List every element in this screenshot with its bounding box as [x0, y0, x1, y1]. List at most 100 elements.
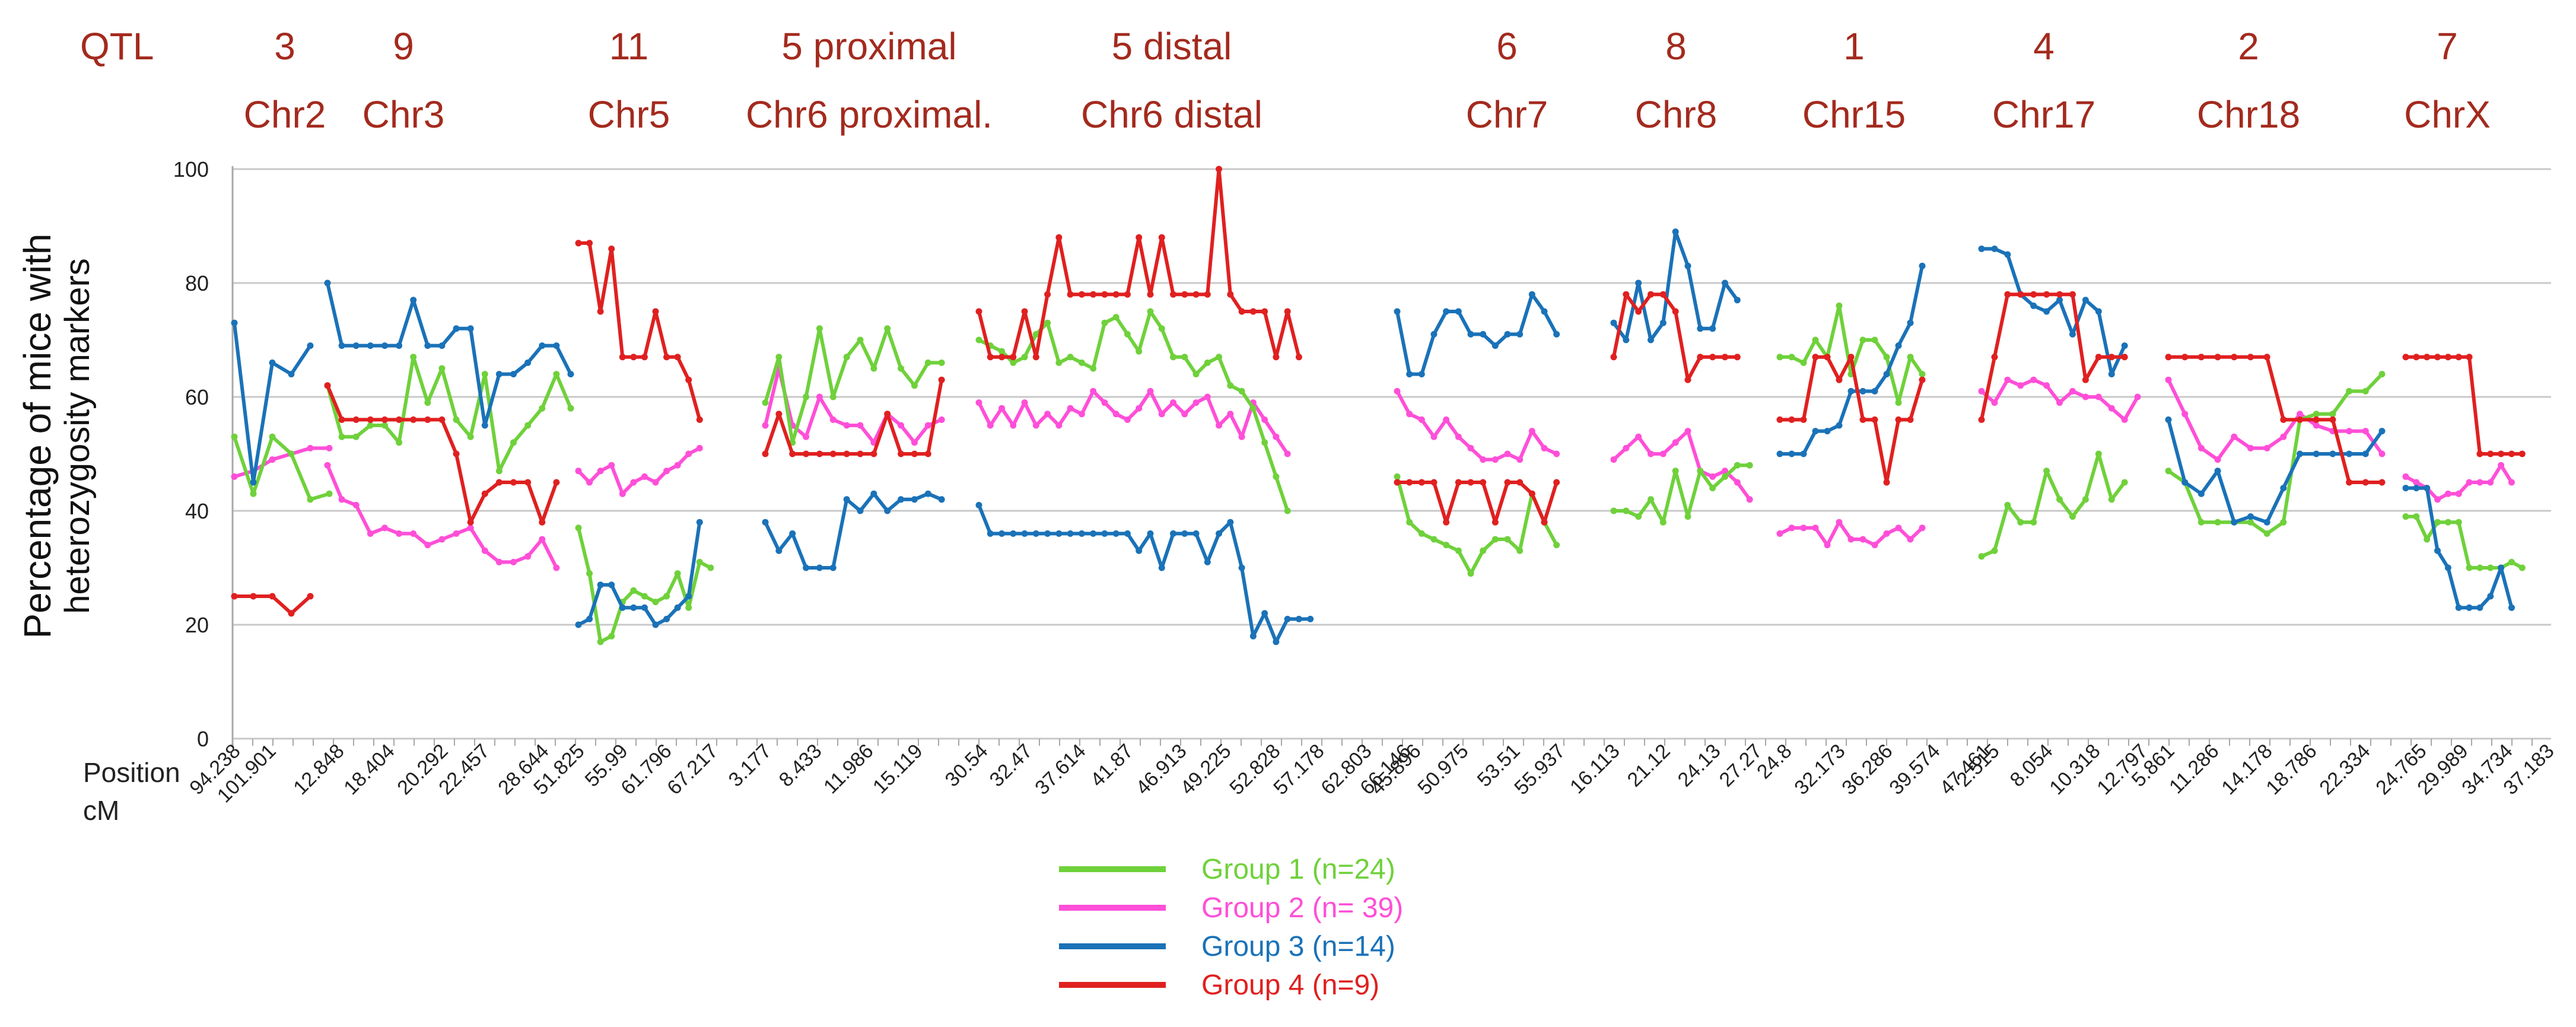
group1-point	[1812, 336, 1819, 344]
group2-point	[1181, 411, 1188, 418]
group2-point	[898, 422, 905, 429]
group3-point	[2362, 450, 2369, 457]
group1-point	[2362, 387, 2369, 395]
group3-point	[2434, 547, 2441, 554]
group2-point	[1078, 411, 1085, 418]
group3-point	[816, 564, 823, 571]
group1-point	[410, 354, 417, 361]
group3-line	[326, 282, 573, 427]
group3-point	[1249, 632, 1257, 640]
group3-point	[1067, 530, 1074, 537]
group1-point	[1746, 462, 1753, 469]
group3-point	[870, 490, 877, 497]
group3-series-chr15	[1776, 262, 1926, 457]
group4-point	[307, 593, 314, 600]
group3-series-chr6-distal	[975, 501, 1314, 646]
group3-line	[1395, 292, 1559, 376]
legend-label-3: Group 3 (n=14)	[1201, 931, 1395, 962]
group1-point	[481, 371, 488, 378]
group2-series-chr18	[2165, 376, 2386, 463]
group4-point	[1528, 490, 1535, 497]
group1-point	[816, 325, 823, 332]
group3-point	[924, 490, 931, 497]
group3-point	[1227, 519, 1234, 526]
group3-point	[2197, 490, 2205, 497]
chromosome-headers: 3 Chr2 9 Chr3 11 Chr5 5 proximal Chr6 proximal.…	[244, 25, 2491, 136]
group2-point	[575, 468, 582, 475]
group2-point	[1090, 387, 1097, 395]
gridlines	[231, 166, 2551, 746]
group3-point	[2487, 593, 2494, 600]
group2-series-chr17	[1978, 376, 2141, 423]
group4-series-chr15	[1776, 354, 1926, 486]
group2-point	[2476, 479, 2483, 486]
group1-point	[674, 570, 681, 577]
group4-point	[641, 354, 648, 361]
group2-point	[843, 422, 850, 429]
group2-point	[1044, 411, 1051, 418]
group2-series-chr5	[575, 444, 703, 497]
position-tick: 18.786	[2262, 740, 2321, 799]
group3-point	[630, 604, 637, 611]
group1-point	[2378, 371, 2386, 378]
group4-point	[2165, 354, 2172, 361]
group2-point	[2095, 393, 2102, 400]
group4-point	[1394, 479, 1401, 486]
group1-point	[2402, 513, 2409, 520]
group1-point	[2095, 450, 2102, 457]
group1-line	[1614, 463, 1750, 524]
group3-point	[1648, 336, 1654, 344]
group1-point	[1553, 542, 1560, 549]
group4-point	[1491, 519, 1499, 526]
group2-point	[326, 444, 333, 452]
group4-point	[2378, 479, 2386, 486]
group1-point	[1216, 354, 1223, 361]
group4-point	[1824, 354, 1831, 361]
group1-point	[1021, 354, 1028, 361]
group1-point	[524, 422, 532, 429]
group2-point	[2313, 422, 2320, 429]
group4-point	[1812, 354, 1819, 361]
group1-point	[1455, 547, 1462, 554]
group4-point	[1406, 479, 1413, 486]
group1-point	[567, 405, 574, 412]
group3-series-chr2	[231, 319, 314, 486]
group3-point	[2263, 519, 2270, 526]
group3-point	[2329, 450, 2336, 457]
group2-point	[1136, 405, 1143, 412]
group2-point	[1010, 422, 1017, 429]
group3-point	[338, 342, 345, 349]
group4-line	[977, 167, 1301, 359]
group2-point	[338, 496, 345, 503]
group3-line	[1612, 230, 1739, 342]
group1-point	[663, 593, 670, 600]
group1-point	[2004, 501, 2011, 508]
group2-point	[857, 422, 864, 429]
group2-point	[2231, 433, 2238, 440]
group4-point	[829, 450, 837, 457]
group2-point	[539, 536, 546, 543]
group3-series-chr5	[575, 519, 703, 628]
group3-point	[2181, 479, 2189, 486]
group3-point	[1406, 371, 1413, 378]
group3-point	[2313, 450, 2320, 457]
group2-point	[608, 462, 615, 469]
group4-point	[2017, 291, 2024, 298]
group1-point	[2165, 468, 2172, 475]
group1-point	[1709, 485, 1716, 492]
group1-point	[1192, 371, 1200, 378]
position-tick: 57.178	[1269, 740, 1328, 799]
group3-point	[586, 615, 593, 622]
group1-series-chr15	[1776, 302, 1926, 406]
group3-point	[1136, 547, 1143, 554]
group1-point	[438, 365, 446, 372]
group2-point	[2362, 428, 2369, 435]
group4-point	[1895, 416, 1902, 423]
group2-point	[1204, 393, 1211, 400]
group2-point	[1824, 542, 1831, 549]
group3-point	[998, 530, 1006, 537]
group3-point	[1895, 342, 1902, 349]
group2-point	[1158, 411, 1165, 418]
group2-series-chr6-distal	[975, 387, 1291, 457]
group1-point	[1044, 319, 1051, 326]
